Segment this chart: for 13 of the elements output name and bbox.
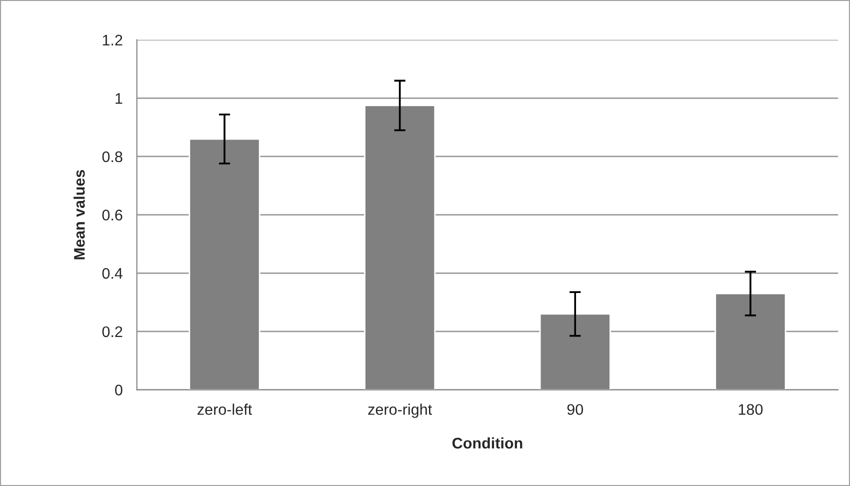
- x-tick-label: zero-left: [198, 404, 252, 415]
- x-tick-label: 180: [738, 404, 763, 415]
- y-tick-label: 0.6: [102, 210, 122, 220]
- y-tick-label: 0: [115, 384, 122, 396]
- x-tick-label: zero-right: [368, 404, 432, 418]
- x-tick-label: 90: [567, 404, 584, 415]
- y-tick-label: 0.8: [102, 151, 122, 162]
- y-tick-label: 0.2: [102, 326, 122, 338]
- y-tick-label: 1.2: [102, 34, 122, 46]
- y-axis-title: Mean values: [74, 170, 85, 260]
- y-tick-label: 1: [116, 93, 122, 104]
- x-axis-title: Condition: [452, 437, 522, 449]
- y-tick-label: 0.4: [102, 268, 123, 279]
